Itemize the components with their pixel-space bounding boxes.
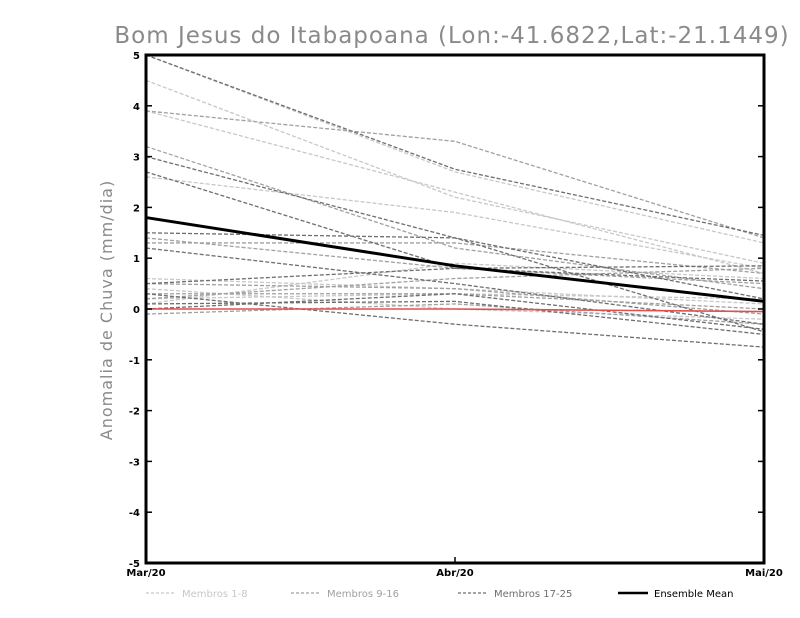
- series-line-group2-member5: [145, 267, 765, 300]
- series-line-group3-member8: [145, 293, 765, 330]
- x-tick-label: Mai/20: [745, 568, 783, 579]
- series-line-group2-member1: [145, 110, 765, 239]
- legend-label-2: Membros 9-16: [327, 589, 399, 600]
- y-tick-label: -3: [129, 457, 140, 468]
- series-line-group3-member6: [145, 265, 765, 285]
- ensemble-mean-line: [145, 216, 765, 303]
- series-line-group1-member7: [145, 110, 765, 275]
- series-line-group3-member3: [145, 171, 765, 282]
- y-tick-label: 1: [133, 254, 140, 265]
- y-axis-label: Anomalia de Chuva (mm/dia): [97, 180, 116, 440]
- zero-reference-line: [146, 308, 765, 313]
- series-line-group2-member4: [145, 282, 765, 315]
- y-tick-label: 0: [133, 305, 140, 316]
- series-line-group1-member1: [145, 54, 765, 244]
- y-tick-label: 3: [133, 153, 140, 164]
- y-tick-label: 5: [133, 51, 140, 62]
- y-axis-ticks: 5 4 3 2 1 0 -1 -2 -3 -4 -5: [129, 51, 764, 570]
- series-line-group3-member9: [145, 300, 765, 336]
- series-line-group2-member2: [145, 145, 765, 290]
- legend-label-1: Membros 1-8: [182, 589, 248, 600]
- series-line-group2-member6: [145, 303, 765, 325]
- y-tick-label: 4: [133, 102, 140, 113]
- series-line-group3-member1: [145, 54, 765, 236]
- x-tick-label: Mar/20: [126, 568, 165, 579]
- series-line-group1-member3: [145, 176, 765, 269]
- legend: Membros 1-8 Membros 9-16 Membros 17-25 Ense…: [146, 589, 733, 600]
- y-tick-label: -2: [129, 407, 140, 418]
- series-line-group3-member2: [145, 155, 765, 333]
- y-tick-label: -5: [129, 559, 140, 570]
- series-line-group1-member2: [145, 79, 765, 264]
- legend-label-3: Membros 17-25: [494, 589, 572, 600]
- series-line-group1-member5: [145, 262, 765, 305]
- series-layer: [145, 54, 765, 348]
- x-axis-ticks: Mar/20 Abr/20 Mai/20: [126, 557, 783, 579]
- x-tick-label: Abr/20: [436, 568, 473, 579]
- ensemble-mean-layer: [145, 216, 765, 313]
- y-tick-label: -4: [129, 508, 140, 519]
- y-tick-label: -1: [129, 356, 140, 367]
- chart-title: Bom Jesus do Itabapoana (Lon:-41.6822,La…: [114, 23, 789, 49]
- legend-label-4: Ensemble Mean: [654, 589, 733, 600]
- series-line-group3-member5: [145, 247, 765, 325]
- y-tick-label: 2: [133, 203, 140, 214]
- series-line-group2-member3: [146, 242, 765, 275]
